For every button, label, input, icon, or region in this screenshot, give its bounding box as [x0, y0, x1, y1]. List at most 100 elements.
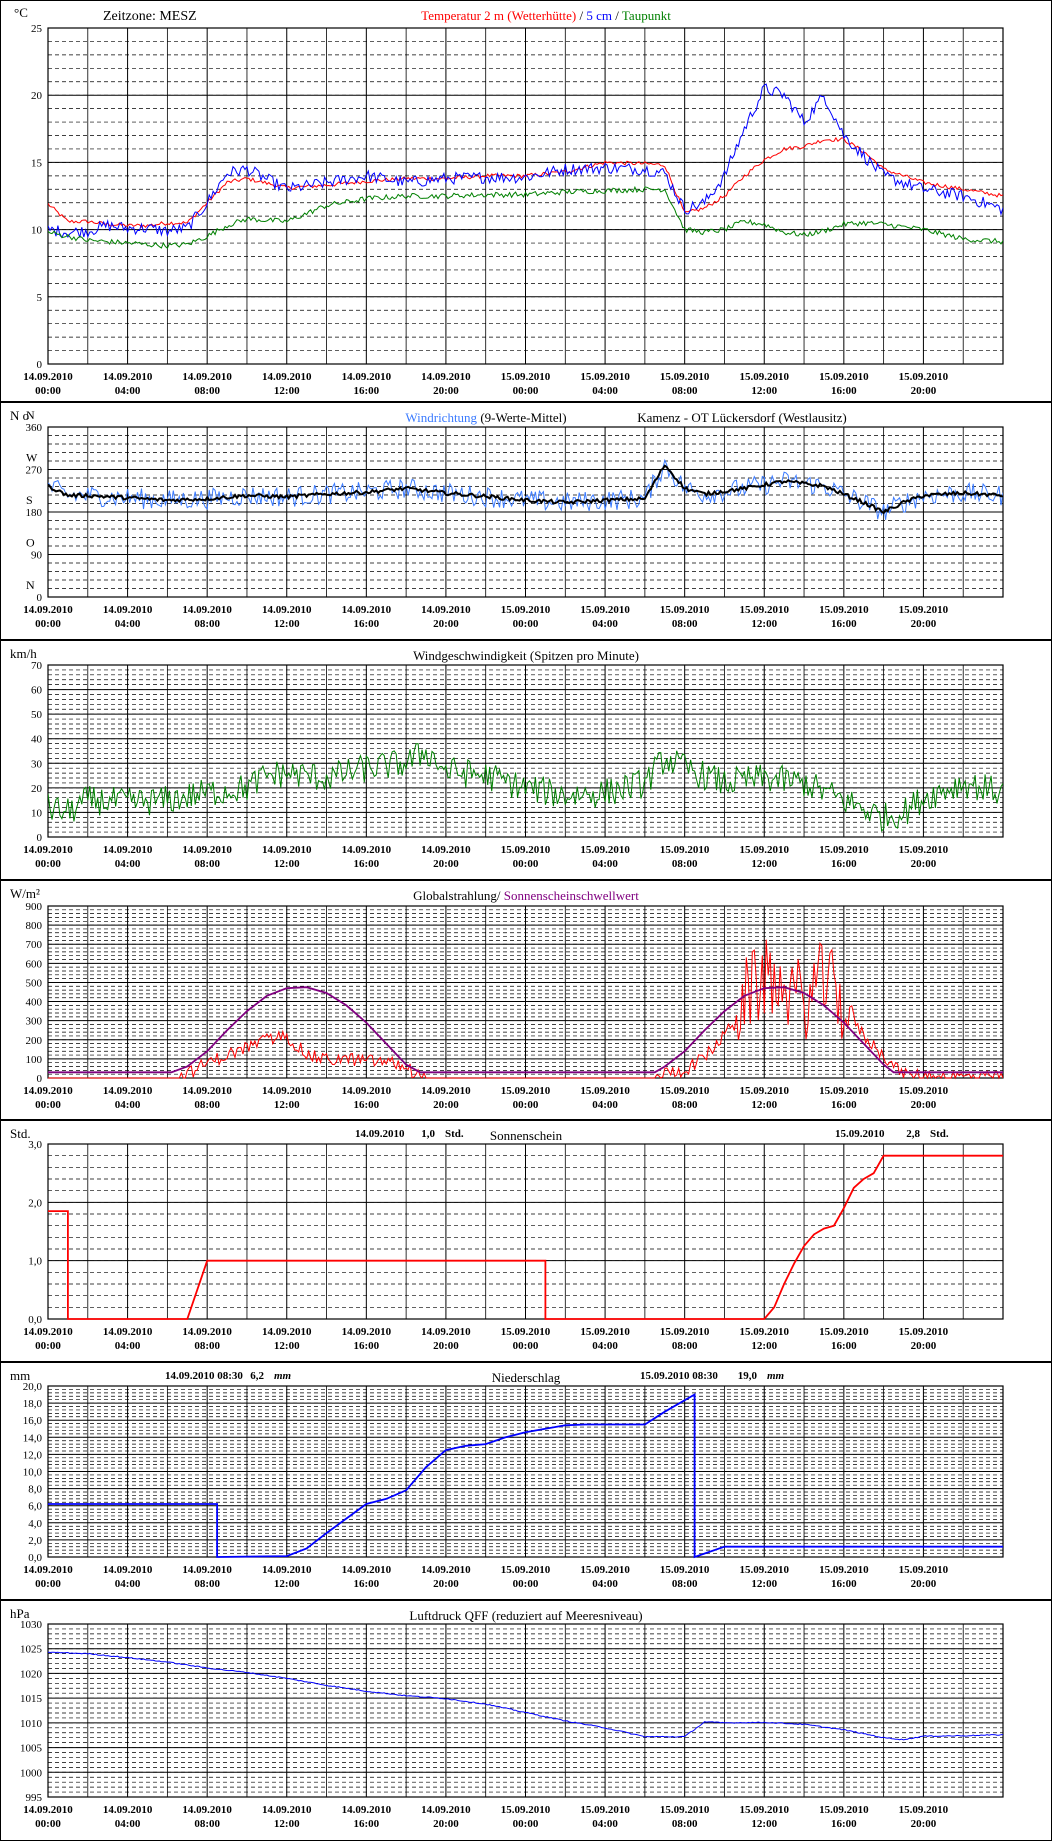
x-tick-time: 08:00	[194, 858, 220, 870]
x-tick-date: 15.09.2010	[501, 604, 551, 616]
x-tick-date: 14.09.2010	[421, 1564, 471, 1576]
x-tick-date: 14.09.2010	[421, 844, 471, 856]
x-tick-date: 14.09.2010	[342, 844, 392, 856]
x-tick-date: 14.09.2010	[262, 371, 312, 383]
y-tick-label: 1020	[20, 1668, 43, 1680]
x-tick-time: 08:00	[672, 1818, 698, 1830]
summary-left-value: 1,0	[421, 1128, 435, 1140]
summary-right-value: 2,8	[906, 1128, 920, 1140]
y-tick-label: 15	[31, 157, 43, 169]
x-tick-date: 15.09.2010	[740, 604, 790, 616]
x-tick-date: 15.09.2010	[660, 1085, 710, 1097]
chart-title: Windgeschwindigkeit (Spitzen pro Minute)	[413, 648, 639, 663]
x-tick-date: 15.09.2010	[580, 844, 630, 856]
x-tick-time: 16:00	[831, 385, 857, 397]
x-tick-time: 00:00	[35, 1340, 61, 1352]
x-tick-date: 14.09.2010	[262, 604, 312, 616]
x-tick-time: 04:00	[115, 1340, 141, 1352]
x-tick-date: 15.09.2010	[740, 1326, 790, 1338]
compass-letter: N	[26, 408, 35, 422]
title-part: Globalstrahlung/	[413, 888, 504, 903]
y-tick-label: 300	[26, 1016, 43, 1028]
y-tick-label: 100	[26, 1054, 43, 1066]
x-tick-time: 04:00	[592, 1340, 618, 1352]
x-tick-time: 04:00	[592, 618, 618, 630]
x-tick-date: 14.09.2010	[182, 1564, 232, 1576]
x-tick-time: 00:00	[35, 385, 61, 397]
unit-label: km/h	[10, 646, 37, 661]
x-tick-date: 14.09.2010	[23, 844, 73, 856]
x-tick-date: 14.09.2010	[421, 1804, 471, 1816]
x-tick-time: 12:00	[274, 618, 300, 630]
y-tick-label: 0,0	[28, 1314, 42, 1326]
x-tick-date: 14.09.2010	[103, 844, 153, 856]
compass-letter: S	[26, 493, 33, 507]
x-tick-date: 14.09.2010	[23, 1804, 73, 1816]
x-tick-date: 15.09.2010	[899, 1804, 949, 1816]
y-tick-label: 500	[26, 977, 43, 989]
chart-title: Niederschlag	[492, 1370, 561, 1385]
x-tick-date: 14.09.2010	[342, 1085, 392, 1097]
x-tick-date: 14.09.2010	[262, 1326, 312, 1338]
x-tick-date: 15.09.2010	[819, 844, 869, 856]
x-tick-date: 14.09.2010	[182, 844, 232, 856]
x-tick-date: 15.09.2010	[899, 844, 949, 856]
y-tick-label: 8,0	[28, 1484, 42, 1496]
x-tick-time: 04:00	[592, 858, 618, 870]
x-tick-time: 00:00	[35, 1099, 61, 1111]
x-tick-time: 08:00	[672, 618, 698, 630]
x-tick-time: 20:00	[911, 1099, 937, 1111]
x-tick-date: 15.09.2010	[660, 371, 710, 383]
x-tick-time: 12:00	[751, 1340, 777, 1352]
x-tick-date: 14.09.2010	[182, 371, 232, 383]
title-part: Windrichtung	[405, 410, 477, 425]
x-tick-time: 08:00	[672, 1340, 698, 1352]
x-tick-date: 15.09.2010	[819, 1804, 869, 1816]
x-tick-date: 14.09.2010	[23, 1085, 73, 1097]
y-tick-label: 10	[31, 225, 43, 237]
unit-label: mm	[10, 1368, 30, 1383]
summary-left-date: 14.09.2010 08:30	[165, 1370, 243, 1382]
unit-label: N o	[10, 408, 29, 423]
compass-letter: O	[26, 536, 35, 550]
x-tick-time: 16:00	[831, 858, 857, 870]
x-tick-date: 14.09.2010	[103, 1326, 153, 1338]
chart-title: Windrichtung (9-Werte-Mittel)	[405, 410, 566, 425]
x-tick-date: 15.09.2010	[580, 1804, 630, 1816]
y-tick-label: 12,0	[23, 1449, 43, 1461]
panel-precipitation: 0,02,04,06,08,010,012,014,016,018,020,0m…	[0, 1362, 1052, 1600]
x-tick-time: 08:00	[194, 1099, 220, 1111]
plot-frame	[47, 664, 1004, 838]
x-tick-time: 12:00	[751, 858, 777, 870]
x-tick-time: 20:00	[433, 385, 459, 397]
title-part: Sonnenschein	[490, 1128, 563, 1143]
x-tick-time: 16:00	[831, 1818, 857, 1830]
summary-right-date: 15.09.2010	[835, 1128, 885, 1140]
x-tick-time: 04:00	[115, 1099, 141, 1111]
x-tick-date: 14.09.2010	[23, 1564, 73, 1576]
x-tick-time: 16:00	[353, 1578, 379, 1590]
y-tick-label: 900	[26, 901, 43, 913]
x-tick-time: 00:00	[513, 1340, 539, 1352]
y-tick-label: 14,0	[23, 1432, 43, 1444]
x-tick-date: 14.09.2010	[182, 1326, 232, 1338]
unit-label: Std.	[10, 1126, 31, 1141]
y-tick-label: 1015	[20, 1693, 43, 1705]
unit-label: °C	[14, 5, 28, 20]
x-tick-date: 15.09.2010	[819, 1085, 869, 1097]
series-line-wind_speed-0	[48, 743, 1003, 832]
y-tick-label: 90	[31, 550, 43, 562]
x-tick-date: 15.09.2010	[660, 1804, 710, 1816]
x-tick-date: 15.09.2010	[899, 1085, 949, 1097]
y-tick-label: 1025	[20, 1644, 43, 1656]
y-tick-label: 0	[37, 1073, 43, 1085]
x-tick-time: 00:00	[35, 1578, 61, 1590]
x-tick-time: 00:00	[513, 858, 539, 870]
y-tick-label: 1000	[20, 1767, 43, 1779]
panel-temp: 0 5 10 15 20 25°C Zeitzone: MESZ Temperatur 2 m…	[0, 0, 1052, 402]
x-tick-time: 20:00	[433, 1578, 459, 1590]
